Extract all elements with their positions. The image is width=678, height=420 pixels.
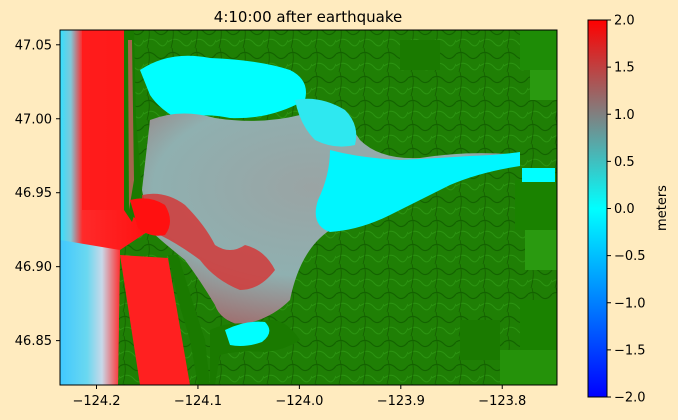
- colorbar-tick-label: 2.0: [614, 14, 635, 29]
- south-peninsula: [168, 255, 210, 385]
- north-bay: [140, 55, 306, 120]
- y-tick-label: 46.90: [15, 260, 52, 275]
- colorbar-tick-label: −1.5: [614, 343, 646, 358]
- x-tick-label: −124.1: [174, 394, 222, 409]
- plot-frame: [59, 29, 558, 386]
- y-tick-label: 47.00: [15, 112, 52, 127]
- y-tick-label: 47.05: [15, 38, 52, 53]
- north-channel: [128, 40, 134, 210]
- colorbar-tick-label: −2.0: [614, 391, 646, 406]
- y-tick-label: 46.85: [15, 334, 52, 349]
- colorbar: [587, 19, 608, 398]
- x-tick-label: −124.2: [72, 394, 120, 409]
- colorbar-tick-label: −1.0: [614, 296, 646, 311]
- x-tick-label: −123.9: [377, 394, 425, 409]
- east-notch: [522, 168, 555, 182]
- colorbar-tick-label: 1.5: [614, 61, 635, 76]
- land-blocks: [400, 30, 557, 385]
- x-axis: −124.2 −124.1 −124.0 −123.9 −123.8: [72, 385, 526, 409]
- bay-upper: [295, 98, 357, 147]
- bay-surge-inner: [130, 198, 170, 236]
- south-inlet: [225, 321, 270, 346]
- ocean-high-south: [120, 255, 190, 385]
- x-tick-label: −123.8: [478, 394, 526, 409]
- colorbar-tick-label: 0.5: [614, 155, 635, 170]
- colorbar-tick-label: 1.0: [614, 108, 635, 123]
- plot-area: [60, 30, 557, 385]
- colorbar-tick-label: 0.0: [614, 202, 635, 217]
- ocean-south: [60, 240, 120, 385]
- bay-arm-east: [315, 150, 520, 232]
- bay-surge-west: [142, 193, 275, 290]
- ocean-high-band: [82, 30, 125, 210]
- chart-title: 4:10:00 after earthquake: [214, 8, 402, 26]
- colorbar-label: meters: [655, 185, 670, 231]
- colorbar-tick-label: −0.5: [614, 249, 646, 264]
- colorbar-ticks: −2.0 −1.5 −1.0 −0.5 0.0 0.5 1.0 1.5 2.0: [607, 14, 646, 406]
- y-tick-label: 46.95: [15, 186, 52, 201]
- x-tick-label: −124.0: [275, 394, 323, 409]
- y-axis: 46.85 46.90 46.95 47.00 47.05: [15, 38, 60, 349]
